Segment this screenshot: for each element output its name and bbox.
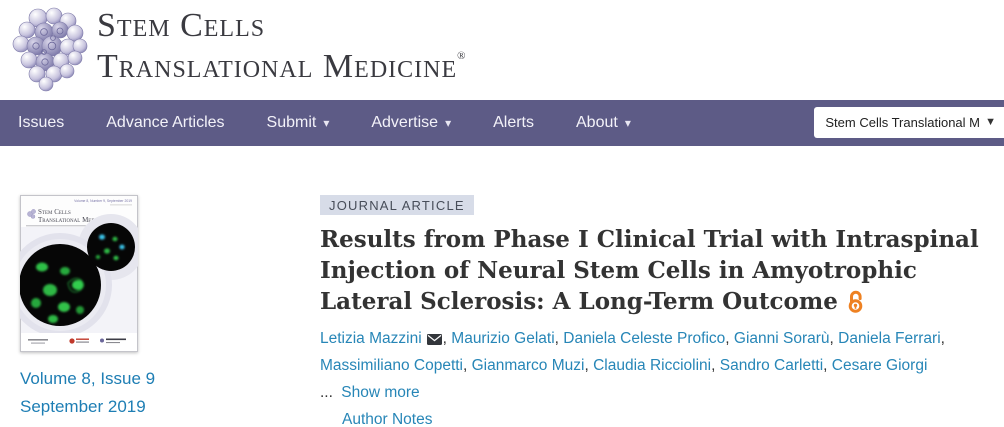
masthead-line1: Stem Cells xyxy=(97,7,266,44)
nav-item-advertise[interactable]: Advertise ▾ xyxy=(371,114,452,131)
author-link[interactable]: Gianni Sorarù xyxy=(733,330,830,347)
nav-item-advance-articles[interactable]: Advance Articles xyxy=(106,114,225,131)
author-link[interactable]: Daniela Ferrari xyxy=(838,330,941,347)
author-link[interactable]: Maurizio Gelati xyxy=(451,330,555,347)
journal-logo[interactable] xyxy=(8,4,92,92)
main-nav-bar: Issues Advance Articles Submit ▾ Advertise ▾ A… xyxy=(0,100,1004,146)
show-more-row: ... Show more xyxy=(320,381,986,405)
issue-date-link[interactable]: September 2019 xyxy=(20,397,146,416)
journal-masthead: Stem Cells Translational Medicine® xyxy=(97,7,466,85)
cover-masthead-line2: Translational Medicine xyxy=(38,216,108,224)
article-meta: JOURNAL ARTICLE Results from Phase I Cli… xyxy=(320,195,1004,427)
chevron-down-icon: ▾ xyxy=(323,116,330,130)
author-link[interactable]: Claudia Ricciolini xyxy=(593,357,712,374)
chevron-down-icon: ▼ xyxy=(985,116,996,128)
author-notes-row: Author Notes xyxy=(320,408,986,427)
chevron-down-icon: ▾ xyxy=(624,116,631,130)
nav-items: Issues Advance Articles Submit ▾ Advertise ▾ A… xyxy=(0,114,631,132)
envelope-icon[interactable] xyxy=(426,331,442,348)
show-more-link[interactable]: Show more xyxy=(341,384,420,401)
article-header-section: Volume 8, Number 9, September 2019 Stem … xyxy=(0,146,1004,427)
author-link[interactable]: Letizia Mazzini xyxy=(320,330,422,347)
cover-footer-logos xyxy=(28,338,126,344)
author-ellipsis: ... xyxy=(320,384,333,401)
author-link[interactable]: Gianmarco Muzi xyxy=(471,357,585,374)
nav-item-issues[interactable]: Issues xyxy=(18,114,65,131)
search-scope-select[interactable]: Stem Cells Translational M ▼ xyxy=(814,107,1004,138)
author-link[interactable]: Cesare Giorgi xyxy=(831,357,928,374)
author-list: Letizia Mazzini, Maurizio Gelati, Daniel… xyxy=(320,330,945,374)
author-notes-link[interactable]: Author Notes xyxy=(342,411,433,427)
volume-issue-link[interactable]: Volume 8, Issue 9 xyxy=(20,369,156,388)
nav-item-about[interactable]: About ▾ xyxy=(576,114,631,131)
chevron-down-icon: ▾ xyxy=(445,116,452,130)
journal-article-badge: JOURNAL ARTICLE xyxy=(320,195,474,215)
author-link[interactable]: Massimiliano Copetti xyxy=(320,357,463,374)
issue-cover-thumbnail[interactable]: Volume 8, Number 9, September 2019 Stem … xyxy=(20,195,138,352)
site-header: Stem Cells Translational Medicine® xyxy=(0,0,1004,100)
masthead-line2: Translational Medicine® xyxy=(97,48,466,85)
cell-cluster-icon xyxy=(12,7,88,92)
title-line: Lateral Sclerosis: A Long-Term Outcome xyxy=(320,288,838,315)
title-line: Injection of Neural Stem Cells in Amyotr… xyxy=(320,257,917,284)
author-link[interactable]: Daniela Celeste Profico xyxy=(563,330,726,347)
open-access-icon[interactable] xyxy=(846,289,866,313)
cover-issue-text: Volume 8, Number 9, September 2019 xyxy=(74,199,132,203)
search-scope-value: Stem Cells Translational M xyxy=(825,115,980,130)
registered-mark: ® xyxy=(457,50,466,62)
nav-item-alerts[interactable]: Alerts xyxy=(493,114,534,131)
nav-item-submit[interactable]: Submit ▾ xyxy=(266,114,330,131)
article-title: Results from Phase I Clinical Trial with… xyxy=(320,224,986,317)
title-line: Results from Phase I Clinical Trial with… xyxy=(320,226,979,253)
cover-masthead-line1: Stem Cells xyxy=(38,208,71,216)
issue-rail: Volume 8, Number 9, September 2019 Stem … xyxy=(20,195,320,427)
author-link[interactable]: Sandro Carletti xyxy=(719,357,824,374)
issue-links: Volume 8, Issue 9 September 2019 xyxy=(20,365,320,421)
